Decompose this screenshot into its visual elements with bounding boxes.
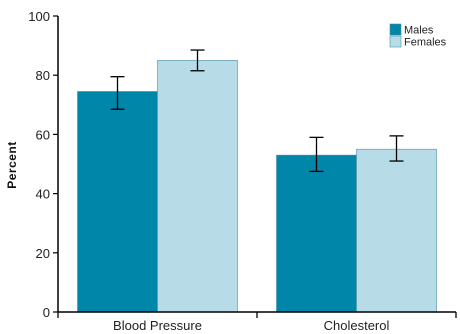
y-tick-label: 40 (36, 187, 50, 202)
x-categories-layer: Blood Pressure Cholesterol (58, 312, 456, 333)
y-tick-label: 80 (36, 68, 50, 83)
y-tick-label: 20 (36, 246, 50, 261)
legend-swatch-females (390, 36, 401, 47)
legend-label-females: Females (404, 37, 447, 49)
bar-females-0 (158, 60, 238, 312)
legend-label-males: Males (404, 25, 434, 37)
y-axis-label: Percent (5, 141, 19, 189)
y-tick-label: 100 (28, 9, 50, 24)
bar-males-0 (78, 91, 158, 312)
y-tick-label: 60 (36, 127, 50, 142)
legend-swatch-males (390, 24, 401, 35)
y-tick-label: 0 (43, 305, 50, 320)
y-ticks-layer: 0 20 40 60 80 100 (28, 9, 58, 320)
x-category-label: Blood Pressure (113, 318, 202, 333)
bars-layer (78, 60, 437, 312)
x-category-label: Cholesterol (324, 318, 390, 333)
bar-females-1 (357, 149, 437, 312)
bar-males-1 (277, 155, 357, 312)
